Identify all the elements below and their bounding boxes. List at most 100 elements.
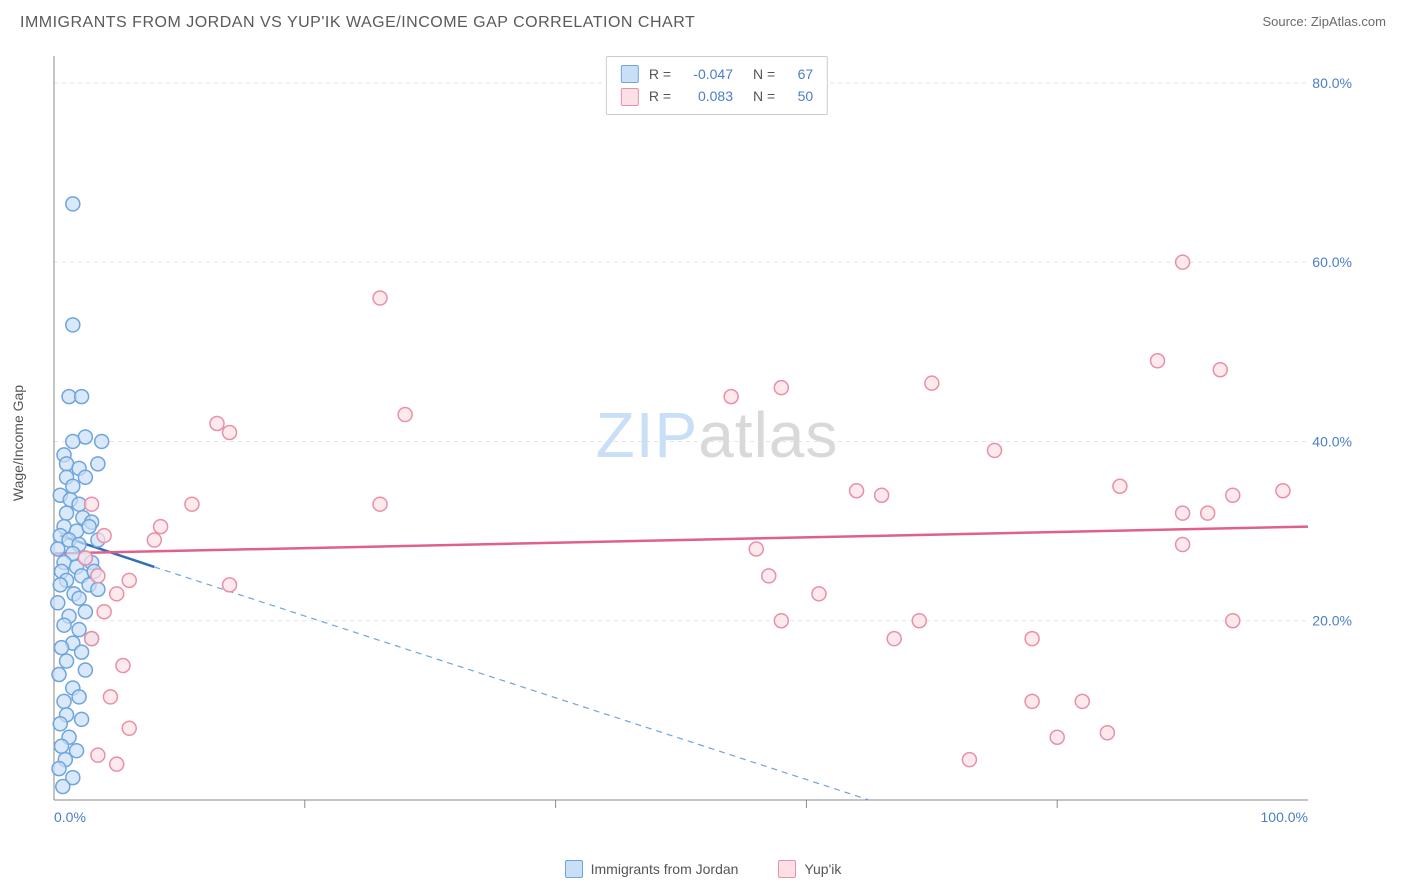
stat-r-label: R = [649,85,671,107]
correlation-stats-panel: R =-0.047N =67R =0.083N =50 [606,56,828,115]
data-point-yupik [97,605,111,619]
data-point-yupik [912,614,926,628]
data-point-yupik [1025,694,1039,708]
legend-item-jordan[interactable]: Immigrants from Jordan [565,860,739,878]
data-point-jordan [60,506,74,520]
data-point-jordan [53,578,67,592]
stat-n-value: 67 [785,63,813,85]
data-point-yupik [850,484,864,498]
data-point-yupik [85,632,99,646]
source-link[interactable]: ZipAtlas.com [1311,14,1386,29]
legend-label: Immigrants from Jordan [591,861,739,877]
data-point-yupik [91,748,105,762]
legend-label: Yup'ik [804,861,841,877]
source-prefix: Source: [1262,14,1310,29]
data-point-yupik [373,497,387,511]
data-point-yupik [812,587,826,601]
chart-area: Wage/Income Gap 20.0%40.0%60.0%80.0%0.0%… [48,50,1386,836]
stat-r-value: -0.047 [681,63,733,85]
legend-swatch-jordan [565,860,583,878]
stats-swatch-yupik [621,88,639,106]
data-point-yupik [1176,506,1190,520]
trend-line-yupik [54,527,1308,554]
data-point-yupik [223,425,237,439]
data-point-yupik [774,381,788,395]
data-point-yupik [1050,730,1064,744]
data-point-yupik [749,542,763,556]
data-point-jordan [53,717,67,731]
data-point-yupik [1176,538,1190,552]
data-point-yupik [97,529,111,543]
data-point-jordan [66,318,80,332]
data-point-jordan [72,591,86,605]
data-point-jordan [72,623,86,637]
x-tick-label: 100.0% [1261,809,1308,825]
legend-item-yupik[interactable]: Yup'ik [778,860,841,878]
data-point-jordan [66,479,80,493]
data-point-yupik [223,578,237,592]
data-point-yupik [185,497,199,511]
data-point-yupik [154,520,168,534]
data-point-jordan [91,457,105,471]
data-point-yupik [1100,726,1114,740]
data-point-yupik [1226,614,1240,628]
data-point-jordan [75,645,89,659]
scatter-chart: 20.0% 40.0% 60.0% 80.0% 0.0% 100.0% [48,50,1368,830]
x-tick-label: 0.0% [54,809,86,825]
data-point-yupik [1226,488,1240,502]
data-point-yupik [1213,363,1227,377]
data-point-jordan [55,641,69,655]
data-point-yupik [1075,694,1089,708]
data-point-yupik [122,573,136,587]
data-point-yupik [875,488,889,502]
y-tick-label: 20.0% [1312,613,1352,629]
stat-r-value: 0.083 [681,85,733,107]
trend-extrapolation-jordan [154,567,869,800]
data-point-yupik [988,443,1002,457]
data-point-jordan [60,654,74,668]
data-point-jordan [82,520,96,534]
data-point-jordan [66,434,80,448]
data-point-jordan [51,596,65,610]
data-point-jordan [66,197,80,211]
stat-n-label: N = [753,63,775,85]
data-point-yupik [1276,484,1290,498]
y-tick-label: 80.0% [1312,75,1352,91]
data-point-yupik [91,569,105,583]
data-point-yupik [373,291,387,305]
data-point-yupik [78,551,92,565]
y-tick-label: 60.0% [1312,254,1352,270]
data-point-jordan [55,739,69,753]
data-point-yupik [762,569,776,583]
data-point-yupik [724,390,738,404]
data-point-yupik [1201,506,1215,520]
data-point-yupik [887,632,901,646]
data-point-jordan [72,690,86,704]
data-point-jordan [95,434,109,448]
data-point-yupik [1113,479,1127,493]
data-point-yupik [210,417,224,431]
stat-n-label: N = [753,85,775,107]
data-point-yupik [110,587,124,601]
data-point-jordan [75,712,89,726]
data-point-yupik [103,690,117,704]
data-point-jordan [75,390,89,404]
stats-swatch-jordan [621,65,639,83]
data-point-yupik [116,659,130,673]
data-point-yupik [147,533,161,547]
data-point-yupik [774,614,788,628]
legend: Immigrants from Jordan Yup'ik [0,860,1406,878]
y-tick-label: 40.0% [1312,433,1352,449]
legend-swatch-yupik [778,860,796,878]
data-point-yupik [122,721,136,735]
header: IMMIGRANTS FROM JORDAN VS YUP'IK WAGE/IN… [0,0,1406,32]
data-point-yupik [1151,354,1165,368]
data-point-jordan [52,762,66,776]
data-point-yupik [925,376,939,390]
source-attribution: Source: ZipAtlas.com [1262,14,1386,29]
chart-title: IMMIGRANTS FROM JORDAN VS YUP'IK WAGE/IN… [20,14,695,32]
data-point-yupik [85,497,99,511]
data-point-jordan [51,542,65,556]
y-axis-label: Wage/Income Gap [10,385,26,501]
data-point-yupik [110,757,124,771]
